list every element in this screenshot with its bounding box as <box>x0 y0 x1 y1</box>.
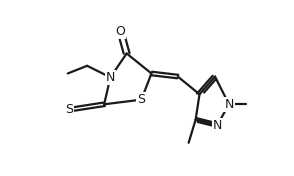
Text: S: S <box>137 93 145 106</box>
Text: S: S <box>65 103 73 116</box>
Text: N: N <box>213 119 222 132</box>
Text: N: N <box>224 98 234 111</box>
Text: N: N <box>106 71 115 84</box>
Text: O: O <box>116 25 125 38</box>
